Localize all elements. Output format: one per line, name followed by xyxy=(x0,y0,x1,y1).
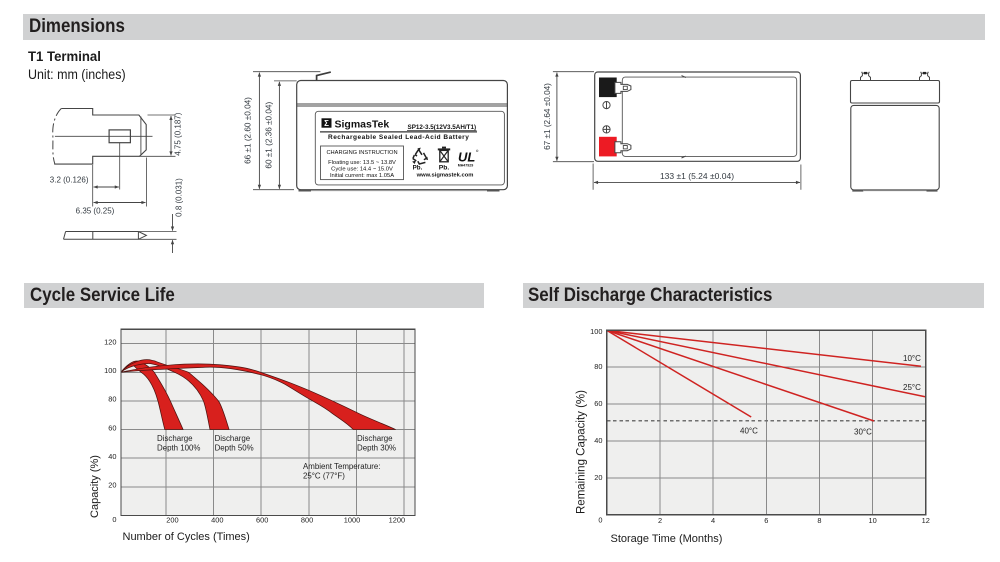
svg-text:40: 40 xyxy=(108,452,116,461)
svg-text:200: 200 xyxy=(166,516,178,525)
svg-text:CHARGING INSTRUCTION: CHARGING INSTRUCTION xyxy=(326,150,397,156)
svg-text:Discharge: Discharge xyxy=(215,434,251,443)
svg-text:12: 12 xyxy=(922,516,930,525)
svg-text:400: 400 xyxy=(211,516,223,525)
svg-text:4.75 (0.187): 4.75 (0.187) xyxy=(174,112,183,155)
svg-text:Depth 50%: Depth 50% xyxy=(215,444,254,453)
svg-text:0: 0 xyxy=(598,515,602,524)
svg-text:133 ±1 (5.24 ±0.04): 133 ±1 (5.24 ±0.04) xyxy=(660,171,734,181)
svg-text:100: 100 xyxy=(590,327,602,336)
svg-text:SigmasTek: SigmasTek xyxy=(335,118,390,130)
svg-text:Rechargeable Sealed Lead-Acid: Rechargeable Sealed Lead-Acid Battery xyxy=(328,134,469,141)
svg-text:60: 60 xyxy=(108,423,116,432)
svg-text:1000: 1000 xyxy=(344,516,360,525)
svg-text:66 ±1 (2.60 ±0.04): 66 ±1 (2.60 ±0.04) xyxy=(244,97,253,164)
svg-text:Discharge: Discharge xyxy=(357,434,393,443)
svg-text:80: 80 xyxy=(108,395,116,404)
svg-text:MH47929: MH47929 xyxy=(458,163,474,167)
svg-text:1200: 1200 xyxy=(389,516,405,525)
svg-text:Initial current: max 1.05A: Initial current: max 1.05A xyxy=(330,173,394,179)
svg-text:www.sigmastek.com: www.sigmastek.com xyxy=(416,172,474,178)
svg-text:10°C: 10°C xyxy=(903,354,921,363)
svg-text:0.8 (0.031): 0.8 (0.031) xyxy=(175,178,184,217)
svg-text:25°C (77°F): 25°C (77°F) xyxy=(303,472,345,481)
svg-text:Capacity (%): Capacity (%) xyxy=(89,455,101,518)
svg-text:67 ±1 (2.64 ±0.04): 67 ±1 (2.64 ±0.04) xyxy=(543,83,552,150)
svg-text:Pb.: Pb. xyxy=(413,164,423,171)
svg-text:600: 600 xyxy=(256,516,268,525)
svg-text:100: 100 xyxy=(104,366,116,375)
svg-text:6.35 (0.25): 6.35 (0.25) xyxy=(76,207,115,216)
svg-text:6: 6 xyxy=(764,516,768,525)
svg-text:Discharge: Discharge xyxy=(157,434,193,443)
svg-text:0: 0 xyxy=(112,515,116,524)
svg-text:Storage Time (Months): Storage Time (Months) xyxy=(611,533,723,545)
svg-text:2: 2 xyxy=(658,516,662,525)
svg-text:60: 60 xyxy=(594,399,602,408)
svg-text:80: 80 xyxy=(594,362,602,371)
svg-text:SP12-3.5(12V3.5AH/T1): SP12-3.5(12V3.5AH/T1) xyxy=(408,124,477,131)
svg-text:40: 40 xyxy=(594,436,602,445)
svg-text:3.2 (0.126): 3.2 (0.126) xyxy=(50,176,89,185)
svg-text:120: 120 xyxy=(104,337,116,346)
svg-text:10: 10 xyxy=(868,516,876,525)
svg-text:Number of Cycles (Times): Number of Cycles (Times) xyxy=(123,531,250,543)
svg-text:8: 8 xyxy=(817,516,821,525)
svg-text:Pb.: Pb. xyxy=(439,165,450,172)
svg-text:Depth 30%: Depth 30% xyxy=(357,444,396,453)
svg-text:4: 4 xyxy=(711,516,715,525)
svg-text:20: 20 xyxy=(108,481,116,490)
svg-text:40°C: 40°C xyxy=(740,427,758,436)
svg-text:Floating use: 13.5 ~ 13.8V: Floating use: 13.5 ~ 13.8V xyxy=(328,160,396,166)
svg-text:60 ±1 (2.36 ±0.04): 60 ±1 (2.36 ±0.04) xyxy=(265,102,274,169)
svg-text:30°C: 30°C xyxy=(854,428,872,437)
svg-text:Ambient Temperature:: Ambient Temperature: xyxy=(303,462,380,471)
svg-text:Depth 100%: Depth 100% xyxy=(157,444,200,453)
svg-text:Cycle use: 14.4 ~ 15.0V: Cycle use: 14.4 ~ 15.0V xyxy=(331,166,393,172)
svg-text:20: 20 xyxy=(594,473,602,482)
svg-text:800: 800 xyxy=(301,516,313,525)
svg-text:Remaining Capacity (%): Remaining Capacity (%) xyxy=(576,390,588,514)
svg-text:UL: UL xyxy=(458,150,475,165)
svg-text:Σ: Σ xyxy=(324,119,329,128)
svg-text:25°C: 25°C xyxy=(903,383,921,392)
